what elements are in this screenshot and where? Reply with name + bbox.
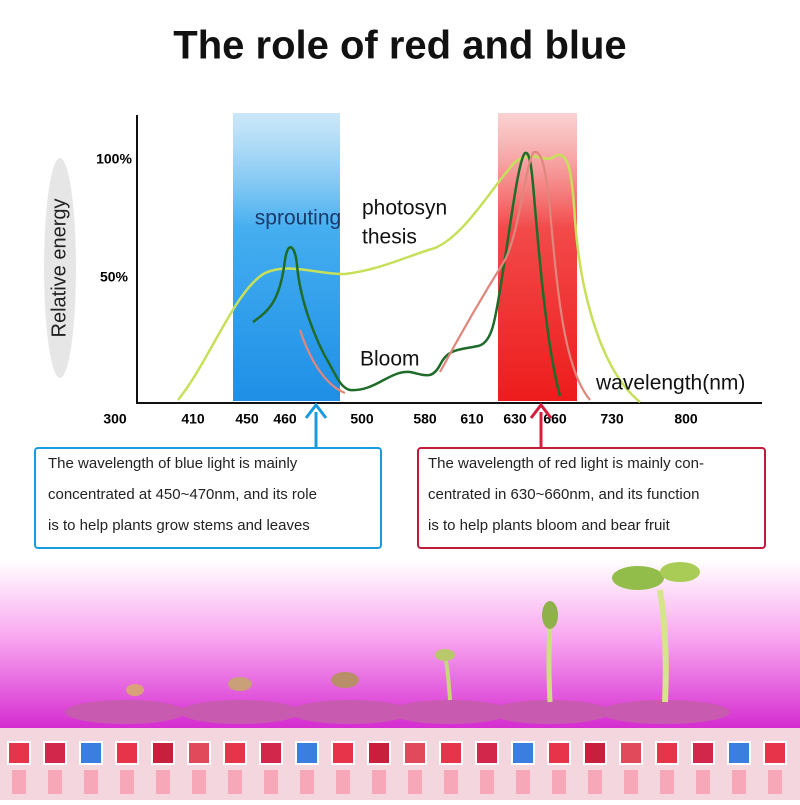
led <box>408 770 422 794</box>
arrowhead <box>529 402 553 419</box>
led <box>151 741 175 765</box>
box-text: is to help plants bloom and bear fruit <box>428 517 671 534</box>
led <box>696 770 710 794</box>
box-text: concentrated at 450~470nm, and its role <box>48 486 317 503</box>
x-tick-label: 460 <box>273 411 297 427</box>
y-tick-label: 50% <box>100 269 129 285</box>
y-axis-label: Relative energy <box>48 199 70 338</box>
x-tick-label: 800 <box>674 411 698 427</box>
box-text: The wavelength of red light is mainly co… <box>428 455 704 472</box>
x-tick-label: 300 <box>103 411 127 427</box>
x-tick-label: 580 <box>413 411 437 427</box>
led <box>43 741 67 765</box>
box-text: The wavelength of blue light is mainly <box>48 455 298 472</box>
led <box>552 770 566 794</box>
x-tick-label: 410 <box>181 411 205 427</box>
led <box>228 770 242 794</box>
title: The role of red and blue <box>173 24 626 68</box>
x-tick-label: 730 <box>600 411 624 427</box>
led <box>192 770 206 794</box>
led <box>115 741 139 765</box>
led <box>336 770 350 794</box>
led <box>583 741 607 765</box>
led <box>84 770 98 794</box>
led <box>727 741 751 765</box>
led <box>619 741 643 765</box>
annotation-photosynthesis: thesis <box>362 226 417 249</box>
x-tick-label: 500 <box>350 411 374 427</box>
led <box>300 770 314 794</box>
led <box>732 770 746 794</box>
photosynthesis-curve <box>177 153 641 403</box>
led <box>187 741 211 765</box>
led <box>120 770 134 794</box>
led <box>264 770 278 794</box>
led <box>475 741 499 765</box>
led <box>768 770 782 794</box>
box-text: centrated in 630~660nm, and its function <box>428 486 699 503</box>
red-band <box>498 113 577 401</box>
annotation-bloom: Bloom <box>360 348 420 371</box>
arrowhead <box>304 402 328 419</box>
x-tick-label: 450 <box>235 411 259 427</box>
red-box <box>417 447 766 549</box>
blue-box <box>34 447 382 549</box>
y-label-bg <box>44 158 76 378</box>
box-text: is to help plants grow stems and leaves <box>48 517 310 534</box>
led <box>655 741 679 765</box>
led <box>588 770 602 794</box>
led <box>511 741 535 765</box>
led <box>79 741 103 765</box>
led <box>156 770 170 794</box>
led <box>763 741 787 765</box>
led <box>439 741 463 765</box>
annotation-photosynthesis: photosyn <box>362 197 447 220</box>
x-tick-label: 610 <box>460 411 484 427</box>
led <box>691 741 715 765</box>
led <box>295 741 319 765</box>
led <box>624 770 638 794</box>
red-curve <box>298 150 591 401</box>
led <box>48 770 62 794</box>
led <box>259 741 283 765</box>
y-tick-label: 100% <box>96 151 132 167</box>
led <box>372 770 386 794</box>
led <box>223 741 247 765</box>
annotation-sprouting: sprouting <box>255 207 341 230</box>
bloom-curve <box>252 151 562 397</box>
led <box>516 770 530 794</box>
led <box>444 770 458 794</box>
led <box>547 741 571 765</box>
x-tick-label: 630 <box>503 411 527 427</box>
led <box>7 741 31 765</box>
x-axis-label: wavelength(nm) <box>595 372 745 395</box>
led <box>660 770 674 794</box>
led <box>403 741 427 765</box>
sprouts <box>126 562 700 703</box>
led <box>331 741 355 765</box>
soil <box>65 700 730 724</box>
led <box>12 770 26 794</box>
led <box>480 770 494 794</box>
led <box>367 741 391 765</box>
